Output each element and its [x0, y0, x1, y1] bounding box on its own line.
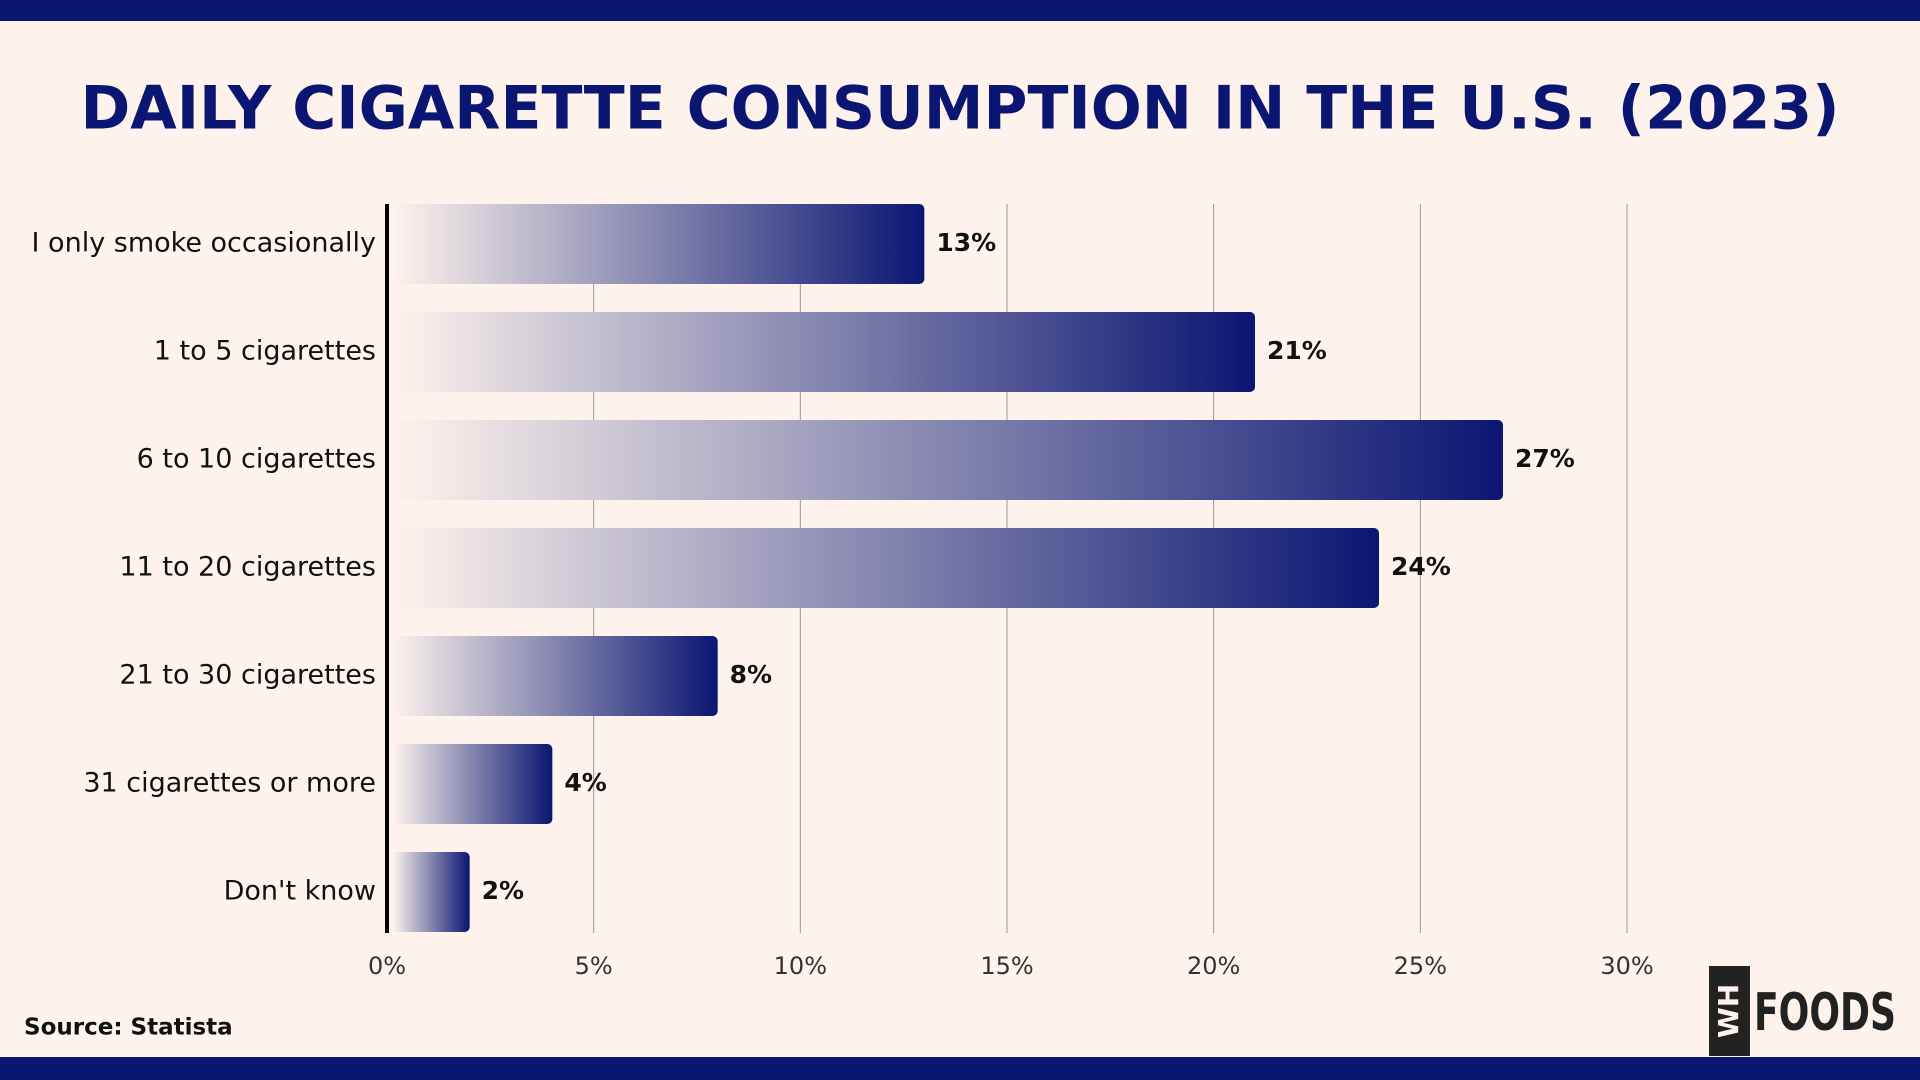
value-label: 21% — [1267, 336, 1327, 365]
bar — [393, 744, 553, 824]
y-tick-label: Don't know — [224, 876, 376, 907]
logo-mark: WH — [1712, 984, 1745, 1038]
bar — [393, 312, 1255, 392]
bar — [393, 528, 1379, 608]
source: Source: Statista — [24, 1015, 233, 1041]
logo-text: FOODS — [1754, 983, 1896, 1043]
bar — [393, 204, 925, 284]
x-tick-label: 15% — [980, 952, 1033, 980]
x-tick-label: 5% — [575, 952, 613, 980]
x-tick-label: 0% — [368, 952, 406, 980]
value-label: 24% — [1391, 552, 1451, 581]
bar — [393, 420, 1503, 500]
y-tick-label: 11 to 20 cigarettes — [119, 552, 376, 583]
top-band — [0, 0, 1920, 21]
value-label: 13% — [936, 228, 996, 257]
bar — [393, 636, 718, 716]
y-tick-label: 31 cigarettes or more — [83, 768, 376, 799]
x-tick-label: 25% — [1394, 952, 1447, 980]
y-tick-label: 6 to 10 cigarettes — [137, 444, 376, 475]
value-label: 8% — [730, 660, 772, 689]
x-tick-label: 30% — [1600, 952, 1653, 980]
x-tick-label: 10% — [774, 952, 827, 980]
logo: WH FOODS — [1709, 966, 1896, 1056]
value-label: 4% — [564, 768, 606, 797]
y-tick-label: 1 to 5 cigarettes — [154, 336, 376, 367]
y-tick-label: 21 to 30 cigarettes — [119, 660, 376, 691]
logo-block — [1709, 966, 1750, 1056]
chart-title: DAILY CIGARETTE CONSUMPTION IN THE U.S. … — [80, 74, 1839, 144]
y-tick-label: I only smoke occasionally — [32, 228, 376, 259]
value-label: 2% — [482, 876, 524, 905]
bar — [393, 852, 470, 932]
bottom-band — [0, 1057, 1920, 1080]
value-label: 27% — [1515, 444, 1575, 473]
x-tick-label: 20% — [1187, 952, 1240, 980]
